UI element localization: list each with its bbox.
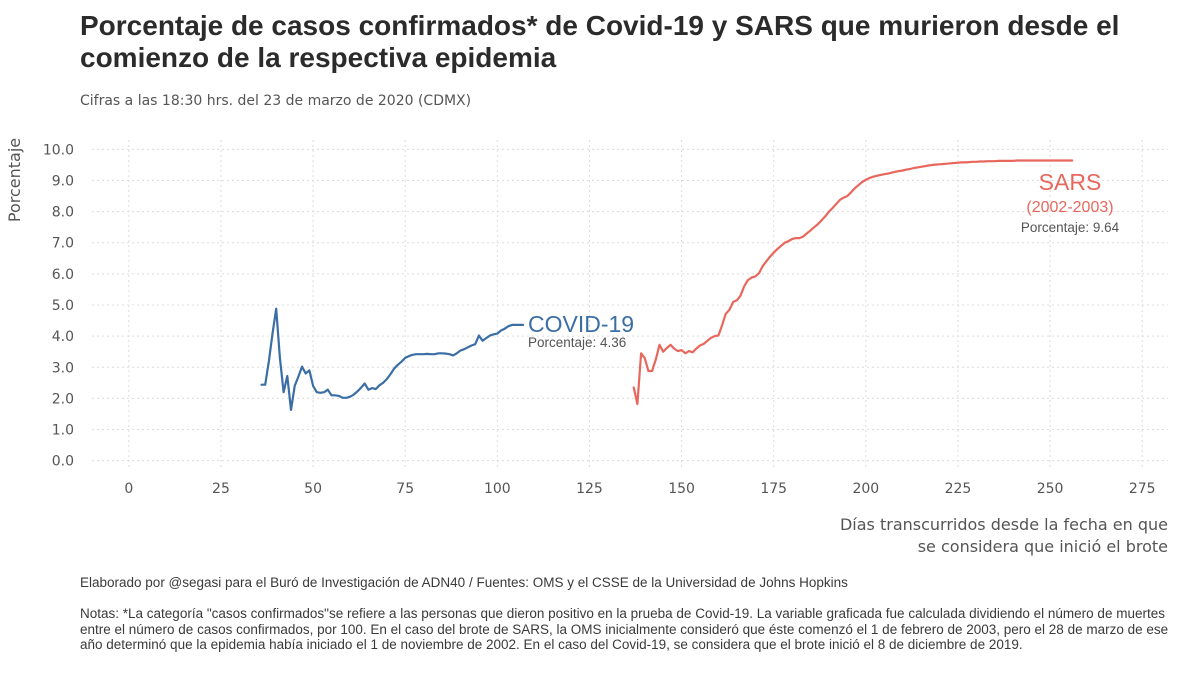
x-tick-label: 100 bbox=[484, 481, 511, 497]
x-tick-label: 150 bbox=[668, 481, 695, 497]
x-tick-label: 250 bbox=[1037, 481, 1064, 497]
covid-series-line bbox=[260, 307, 525, 411]
chart-subtitle: Cifras a las 18:30 hrs. del 23 de marzo … bbox=[80, 93, 472, 109]
footnotes: Notas: *La categoría "casos confirmados"… bbox=[80, 606, 1169, 653]
x-tick-label: 125 bbox=[576, 481, 603, 497]
x-tick-label: 25 bbox=[212, 481, 230, 497]
y-tick-label: 3.0 bbox=[52, 360, 74, 376]
x-tick-label: 0 bbox=[124, 481, 133, 497]
chart-title: Porcentaje de casos confirmados* de Covi… bbox=[80, 10, 1120, 73]
x-axis-label-line2: se considera que inició el brote bbox=[918, 537, 1168, 556]
x-tick-label: 275 bbox=[1129, 481, 1156, 497]
sars-series-line bbox=[632, 159, 1074, 406]
chart-grid bbox=[92, 140, 1168, 470]
y-tick-label: 0.0 bbox=[52, 454, 74, 470]
x-tick-label: 175 bbox=[760, 481, 787, 497]
sars-series-sublabel: (2002-2003) bbox=[1026, 199, 1113, 216]
source-caption: Elaborado por @segasi para el Buró de In… bbox=[80, 575, 848, 590]
y-tick-label: 2.0 bbox=[52, 391, 74, 407]
x-tick-label: 75 bbox=[396, 481, 414, 497]
x-tick-label: 50 bbox=[304, 481, 322, 497]
y-tick-label: 10.0 bbox=[43, 142, 74, 158]
x-axis-ticks: 0 25 50 75 100 125 150 175 200 225 250 275 bbox=[124, 481, 1155, 497]
x-axis-label-line1: Días transcurridos desde la fecha en que bbox=[840, 515, 1168, 534]
y-tick-label: 5.0 bbox=[52, 298, 74, 314]
y-tick-label: 6.0 bbox=[52, 267, 74, 283]
chart-series-lines bbox=[260, 159, 1074, 411]
y-tick-label: 1.0 bbox=[52, 423, 74, 439]
x-tick-label: 225 bbox=[945, 481, 972, 497]
y-tick-label: 7.0 bbox=[52, 236, 74, 252]
covid-value-label: Porcentaje: 4.36 bbox=[528, 335, 626, 350]
covid-series-label: COVID-19 bbox=[528, 311, 634, 337]
y-tick-label: 8.0 bbox=[52, 205, 74, 221]
y-axis-ticks: 0.0 1.0 2.0 3.0 4.0 5.0 6.0 7.0 8.0 9.0 10.0 bbox=[43, 142, 74, 469]
y-axis-label: Porcentaje bbox=[5, 138, 24, 222]
y-tick-label: 4.0 bbox=[52, 329, 74, 345]
sars-value-label: Porcentaje: 9.64 bbox=[1021, 220, 1120, 235]
y-tick-label: 9.0 bbox=[52, 173, 74, 189]
sars-series-label: SARS bbox=[1039, 169, 1102, 195]
x-tick-label: 200 bbox=[852, 481, 879, 497]
